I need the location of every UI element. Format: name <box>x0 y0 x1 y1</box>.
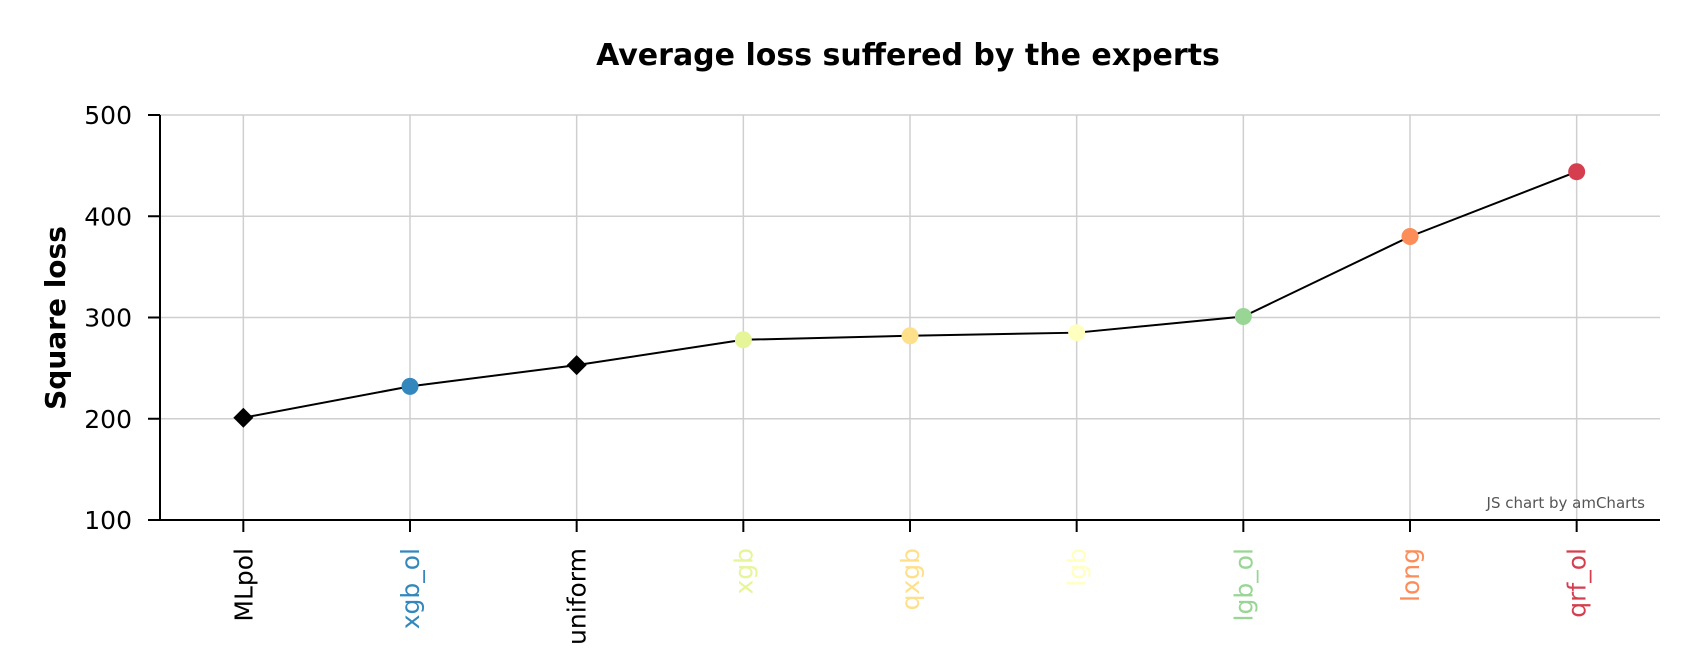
x-tick-label-xgb-ol: xgb_ol <box>396 548 425 629</box>
data-point-qrf-ol[interactable] <box>1568 163 1586 181</box>
data-point-qxgb[interactable] <box>901 327 919 345</box>
chart-credit[interactable]: JS chart by amCharts <box>1486 494 1646 512</box>
data-point-xgb-ol[interactable] <box>401 377 419 395</box>
y-tick-label: 100 <box>84 506 132 535</box>
y-tick-label: 400 <box>84 202 132 231</box>
x-tick-label-xgb: xgb <box>729 548 758 595</box>
series <box>233 163 1586 428</box>
y-tick-label: 500 <box>84 101 132 130</box>
axes <box>148 114 1660 532</box>
gridlines <box>160 114 1660 520</box>
x-tick-label-lgb: lgb <box>1063 548 1092 587</box>
chart-title: Average loss suffered by the experts <box>596 38 1220 73</box>
x-tick-label-long: long <box>1396 548 1425 602</box>
x-tick-label-lgb-ol: lgb_ol <box>1229 548 1258 621</box>
y-tick-label: 200 <box>84 405 132 434</box>
y-axis-ticks: 100 200 300 400 500 <box>84 101 132 535</box>
y-axis-label: Square loss <box>39 226 72 410</box>
data-point-long[interactable] <box>1401 228 1419 245</box>
x-axis-ticks: MLpol xgb_ol uniform xgb qxgb lgb lgb_ol long qr… <box>229 548 1591 645</box>
x-tick-label-mlpol: MLpol <box>229 548 258 622</box>
data-point-mlpol[interactable] <box>233 407 254 428</box>
data-point-uniform[interactable] <box>566 355 587 376</box>
data-point-lgb-ol[interactable] <box>1234 307 1252 325</box>
data-point-xgb[interactable] <box>734 331 752 349</box>
x-tick-label-qxgb: qxgb <box>896 548 925 610</box>
x-tick-label-qrf-ol: qrf_ol <box>1563 548 1592 618</box>
x-tick-label-uniform: uniform <box>563 548 592 645</box>
data-point-lgb[interactable] <box>1068 324 1086 342</box>
y-tick-label: 300 <box>84 304 132 333</box>
